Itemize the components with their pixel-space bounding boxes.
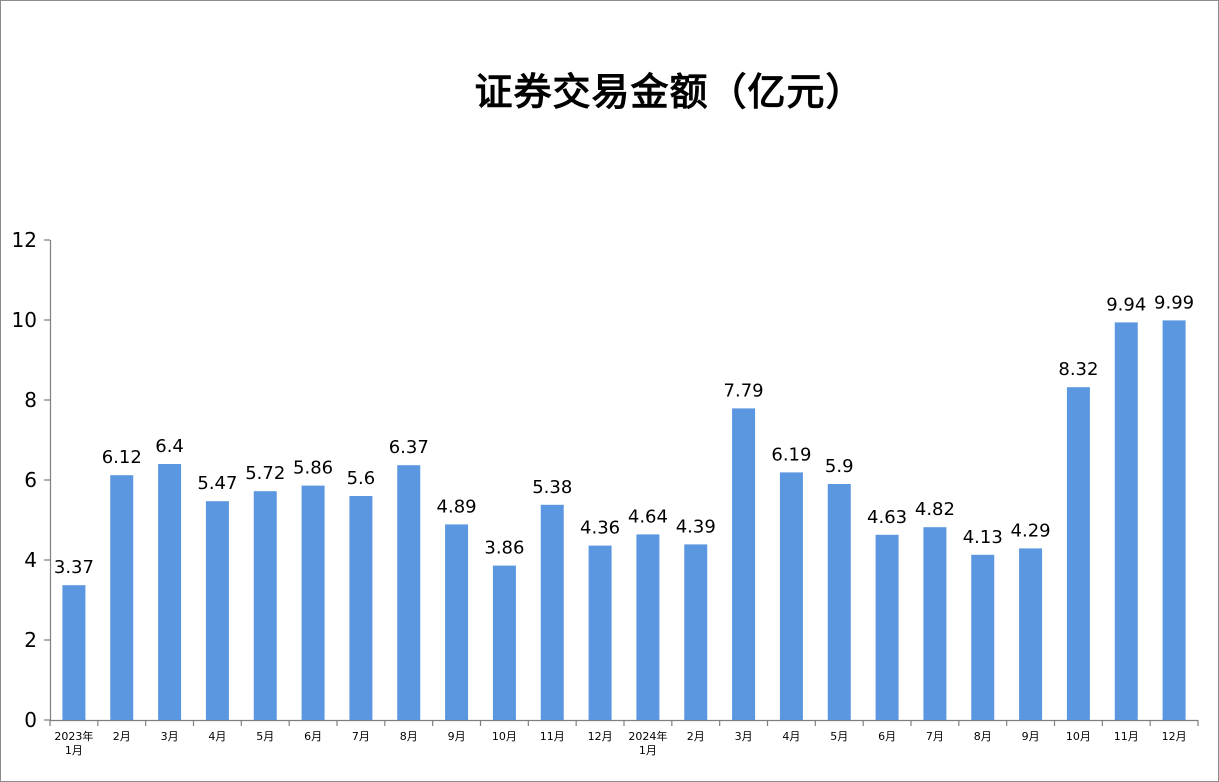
x-tick-label: 10月 bbox=[1066, 730, 1091, 743]
x-tick-label: 4月 bbox=[782, 730, 800, 743]
data-label: 4.29 bbox=[1011, 520, 1051, 541]
x-tick-label: 9月 bbox=[1022, 730, 1040, 743]
data-label: 5.86 bbox=[293, 458, 333, 479]
x-tick-label: 6月 bbox=[878, 730, 896, 743]
bar bbox=[110, 475, 134, 720]
data-label: 5.6 bbox=[347, 468, 376, 489]
bar bbox=[923, 527, 947, 720]
x-tick-label: 1月 bbox=[65, 744, 83, 757]
data-label: 5.38 bbox=[532, 477, 572, 498]
bar bbox=[732, 408, 756, 720]
x-tick-label: 10月 bbox=[492, 730, 517, 743]
bar bbox=[1162, 320, 1186, 720]
y-tick-label: 2 bbox=[24, 628, 37, 652]
x-tick-label: 4月 bbox=[208, 730, 226, 743]
bar bbox=[301, 485, 325, 720]
bar bbox=[492, 565, 516, 720]
data-label: 4.64 bbox=[628, 506, 668, 527]
x-tick-label: 8月 bbox=[400, 730, 418, 743]
y-tick-label: 12 bbox=[12, 228, 37, 252]
bar bbox=[779, 472, 803, 720]
x-tick-label: 12月 bbox=[1162, 730, 1187, 743]
bar bbox=[636, 534, 660, 720]
bar bbox=[205, 501, 229, 720]
data-label: 4.63 bbox=[867, 507, 907, 528]
data-label: 6.12 bbox=[102, 447, 142, 468]
x-tick-label: 11月 bbox=[540, 730, 565, 743]
data-label: 5.47 bbox=[197, 473, 237, 494]
data-label: 4.82 bbox=[915, 499, 955, 520]
data-label: 4.89 bbox=[437, 496, 477, 517]
data-label: 9.94 bbox=[1106, 294, 1146, 315]
bar bbox=[684, 544, 708, 720]
data-label: 3.86 bbox=[484, 538, 524, 559]
data-label: 4.39 bbox=[676, 516, 716, 537]
x-tick-label: 3月 bbox=[161, 730, 179, 743]
x-tick-label: 9月 bbox=[448, 730, 466, 743]
x-tick-label: 2023年 bbox=[54, 729, 93, 743]
data-label: 8.32 bbox=[1058, 359, 1098, 380]
bar bbox=[1019, 548, 1043, 720]
bar bbox=[349, 496, 373, 720]
bar bbox=[540, 504, 564, 720]
y-tick-label: 4 bbox=[24, 548, 37, 572]
x-tick-label: 8月 bbox=[974, 730, 992, 743]
x-tick-label: 2月 bbox=[113, 730, 131, 743]
bar bbox=[158, 464, 182, 720]
bar bbox=[1114, 322, 1138, 720]
x-tick-label: 7月 bbox=[926, 730, 944, 743]
chart-title: 证券交易金额（亿元） bbox=[474, 69, 865, 114]
x-tick-label: 7月 bbox=[352, 730, 370, 743]
y-tick-label: 8 bbox=[24, 388, 37, 412]
data-label: 9.99 bbox=[1154, 292, 1194, 313]
data-label: 6.4 bbox=[155, 436, 184, 457]
x-tick-label: 11月 bbox=[1114, 730, 1139, 743]
bar bbox=[827, 484, 851, 720]
data-label: 5.72 bbox=[245, 463, 285, 484]
y-tick-label: 10 bbox=[12, 308, 37, 332]
x-tick-label: 2月 bbox=[687, 730, 705, 743]
data-label: 4.36 bbox=[580, 518, 620, 539]
x-tick-label: 1月 bbox=[639, 744, 657, 757]
y-tick-label: 0 bbox=[24, 708, 37, 732]
bar bbox=[445, 524, 469, 720]
data-label: 5.9 bbox=[825, 456, 854, 477]
bar bbox=[397, 465, 421, 720]
bar bbox=[1066, 387, 1090, 720]
data-label: 3.37 bbox=[54, 557, 94, 578]
x-tick-label: 6月 bbox=[304, 730, 322, 743]
y-tick-label: 6 bbox=[24, 468, 37, 492]
x-tick-label: 5月 bbox=[256, 730, 274, 743]
data-label: 6.37 bbox=[389, 437, 429, 458]
bar bbox=[62, 585, 86, 720]
bar bbox=[588, 545, 612, 720]
data-label: 7.79 bbox=[724, 380, 764, 401]
bar bbox=[253, 491, 277, 720]
x-tick-label: 5月 bbox=[830, 730, 848, 743]
x-tick-label: 3月 bbox=[735, 730, 753, 743]
data-label: 6.19 bbox=[771, 444, 811, 465]
bar bbox=[971, 554, 995, 720]
x-tick-label: 2024年 bbox=[628, 729, 667, 743]
data-label: 4.13 bbox=[963, 527, 1003, 548]
bar bbox=[875, 534, 899, 720]
x-tick-label: 12月 bbox=[588, 730, 613, 743]
